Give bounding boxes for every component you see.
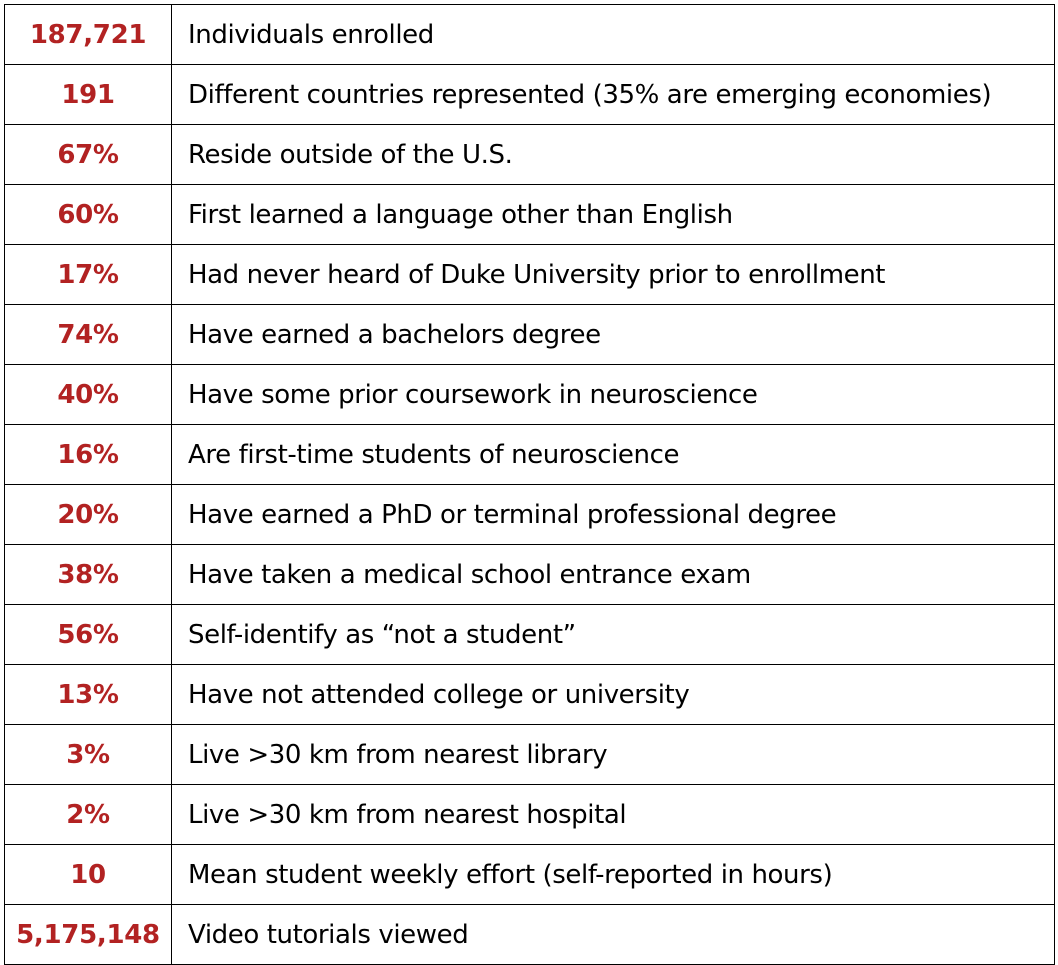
- stat-description: Have taken a medical school entrance exa…: [171, 544, 1055, 605]
- stat-description: Have some prior coursework in neuroscien…: [171, 364, 1055, 425]
- stat-description: Have earned a bachelors degree: [171, 304, 1055, 365]
- table-row: 13% Have not attended college or univers…: [4, 664, 1055, 725]
- stat-value: 191: [4, 64, 172, 125]
- table-row: 2% Live >30 km from nearest hospital: [4, 784, 1055, 845]
- stat-value: 74%: [4, 304, 172, 365]
- table-row: 56% Self-identify as “not a student”: [4, 604, 1055, 665]
- table-row: 38% Have taken a medical school entrance…: [4, 544, 1055, 605]
- stat-value: 5,175,148: [4, 904, 172, 965]
- stat-description: Have not attended college or university: [171, 664, 1055, 725]
- stat-description: Live >30 km from nearest library: [171, 724, 1055, 785]
- table-row: 16% Are first-time students of neuroscie…: [4, 424, 1055, 485]
- stat-value: 56%: [4, 604, 172, 665]
- stat-value: 60%: [4, 184, 172, 245]
- stats-table-body: 187,721 Individuals enrolled 191 Differe…: [4, 4, 1055, 965]
- stat-description: Different countries represented (35% are…: [171, 64, 1055, 125]
- stat-value: 20%: [4, 484, 172, 545]
- stat-value: 16%: [4, 424, 172, 485]
- stat-value: 10: [4, 844, 172, 905]
- stat-description: Reside outside of the U.S.: [171, 124, 1055, 185]
- stat-value: 13%: [4, 664, 172, 725]
- stat-value: 38%: [4, 544, 172, 605]
- stat-description: Self-identify as “not a student”: [171, 604, 1055, 665]
- table-row: 17% Had never heard of Duke University p…: [4, 244, 1055, 305]
- stat-value: 17%: [4, 244, 172, 305]
- stat-value: 187,721: [4, 4, 172, 65]
- table-row: 10 Mean student weekly effort (self-repo…: [4, 844, 1055, 905]
- stat-description: Live >30 km from nearest hospital: [171, 784, 1055, 845]
- table-row: 5,175,148 Video tutorials viewed: [4, 904, 1055, 965]
- table-row: 74% Have earned a bachelors degree: [4, 304, 1055, 365]
- stat-description: Are first-time students of neuroscience: [171, 424, 1055, 485]
- table-row: 20% Have earned a PhD or terminal profes…: [4, 484, 1055, 545]
- table-row: 187,721 Individuals enrolled: [4, 4, 1055, 65]
- table-row: 67% Reside outside of the U.S.: [4, 124, 1055, 185]
- stat-value: 3%: [4, 724, 172, 785]
- stat-description: Mean student weekly effort (self-reporte…: [171, 844, 1055, 905]
- stat-value: 67%: [4, 124, 172, 185]
- table-row: 60% First learned a language other than …: [4, 184, 1055, 245]
- stat-description: Individuals enrolled: [171, 4, 1055, 65]
- stats-table: 187,721 Individuals enrolled 191 Differe…: [4, 4, 1055, 965]
- table-row: 40% Have some prior coursework in neuros…: [4, 364, 1055, 425]
- stat-description: Video tutorials viewed: [171, 904, 1055, 965]
- stat-description: First learned a language other than Engl…: [171, 184, 1055, 245]
- table-row: 191 Different countries represented (35%…: [4, 64, 1055, 125]
- stat-description: Have earned a PhD or terminal profession…: [171, 484, 1055, 545]
- table-row: 3% Live >30 km from nearest library: [4, 724, 1055, 785]
- stat-description: Had never heard of Duke University prior…: [171, 244, 1055, 305]
- stat-value: 40%: [4, 364, 172, 425]
- stat-value: 2%: [4, 784, 172, 845]
